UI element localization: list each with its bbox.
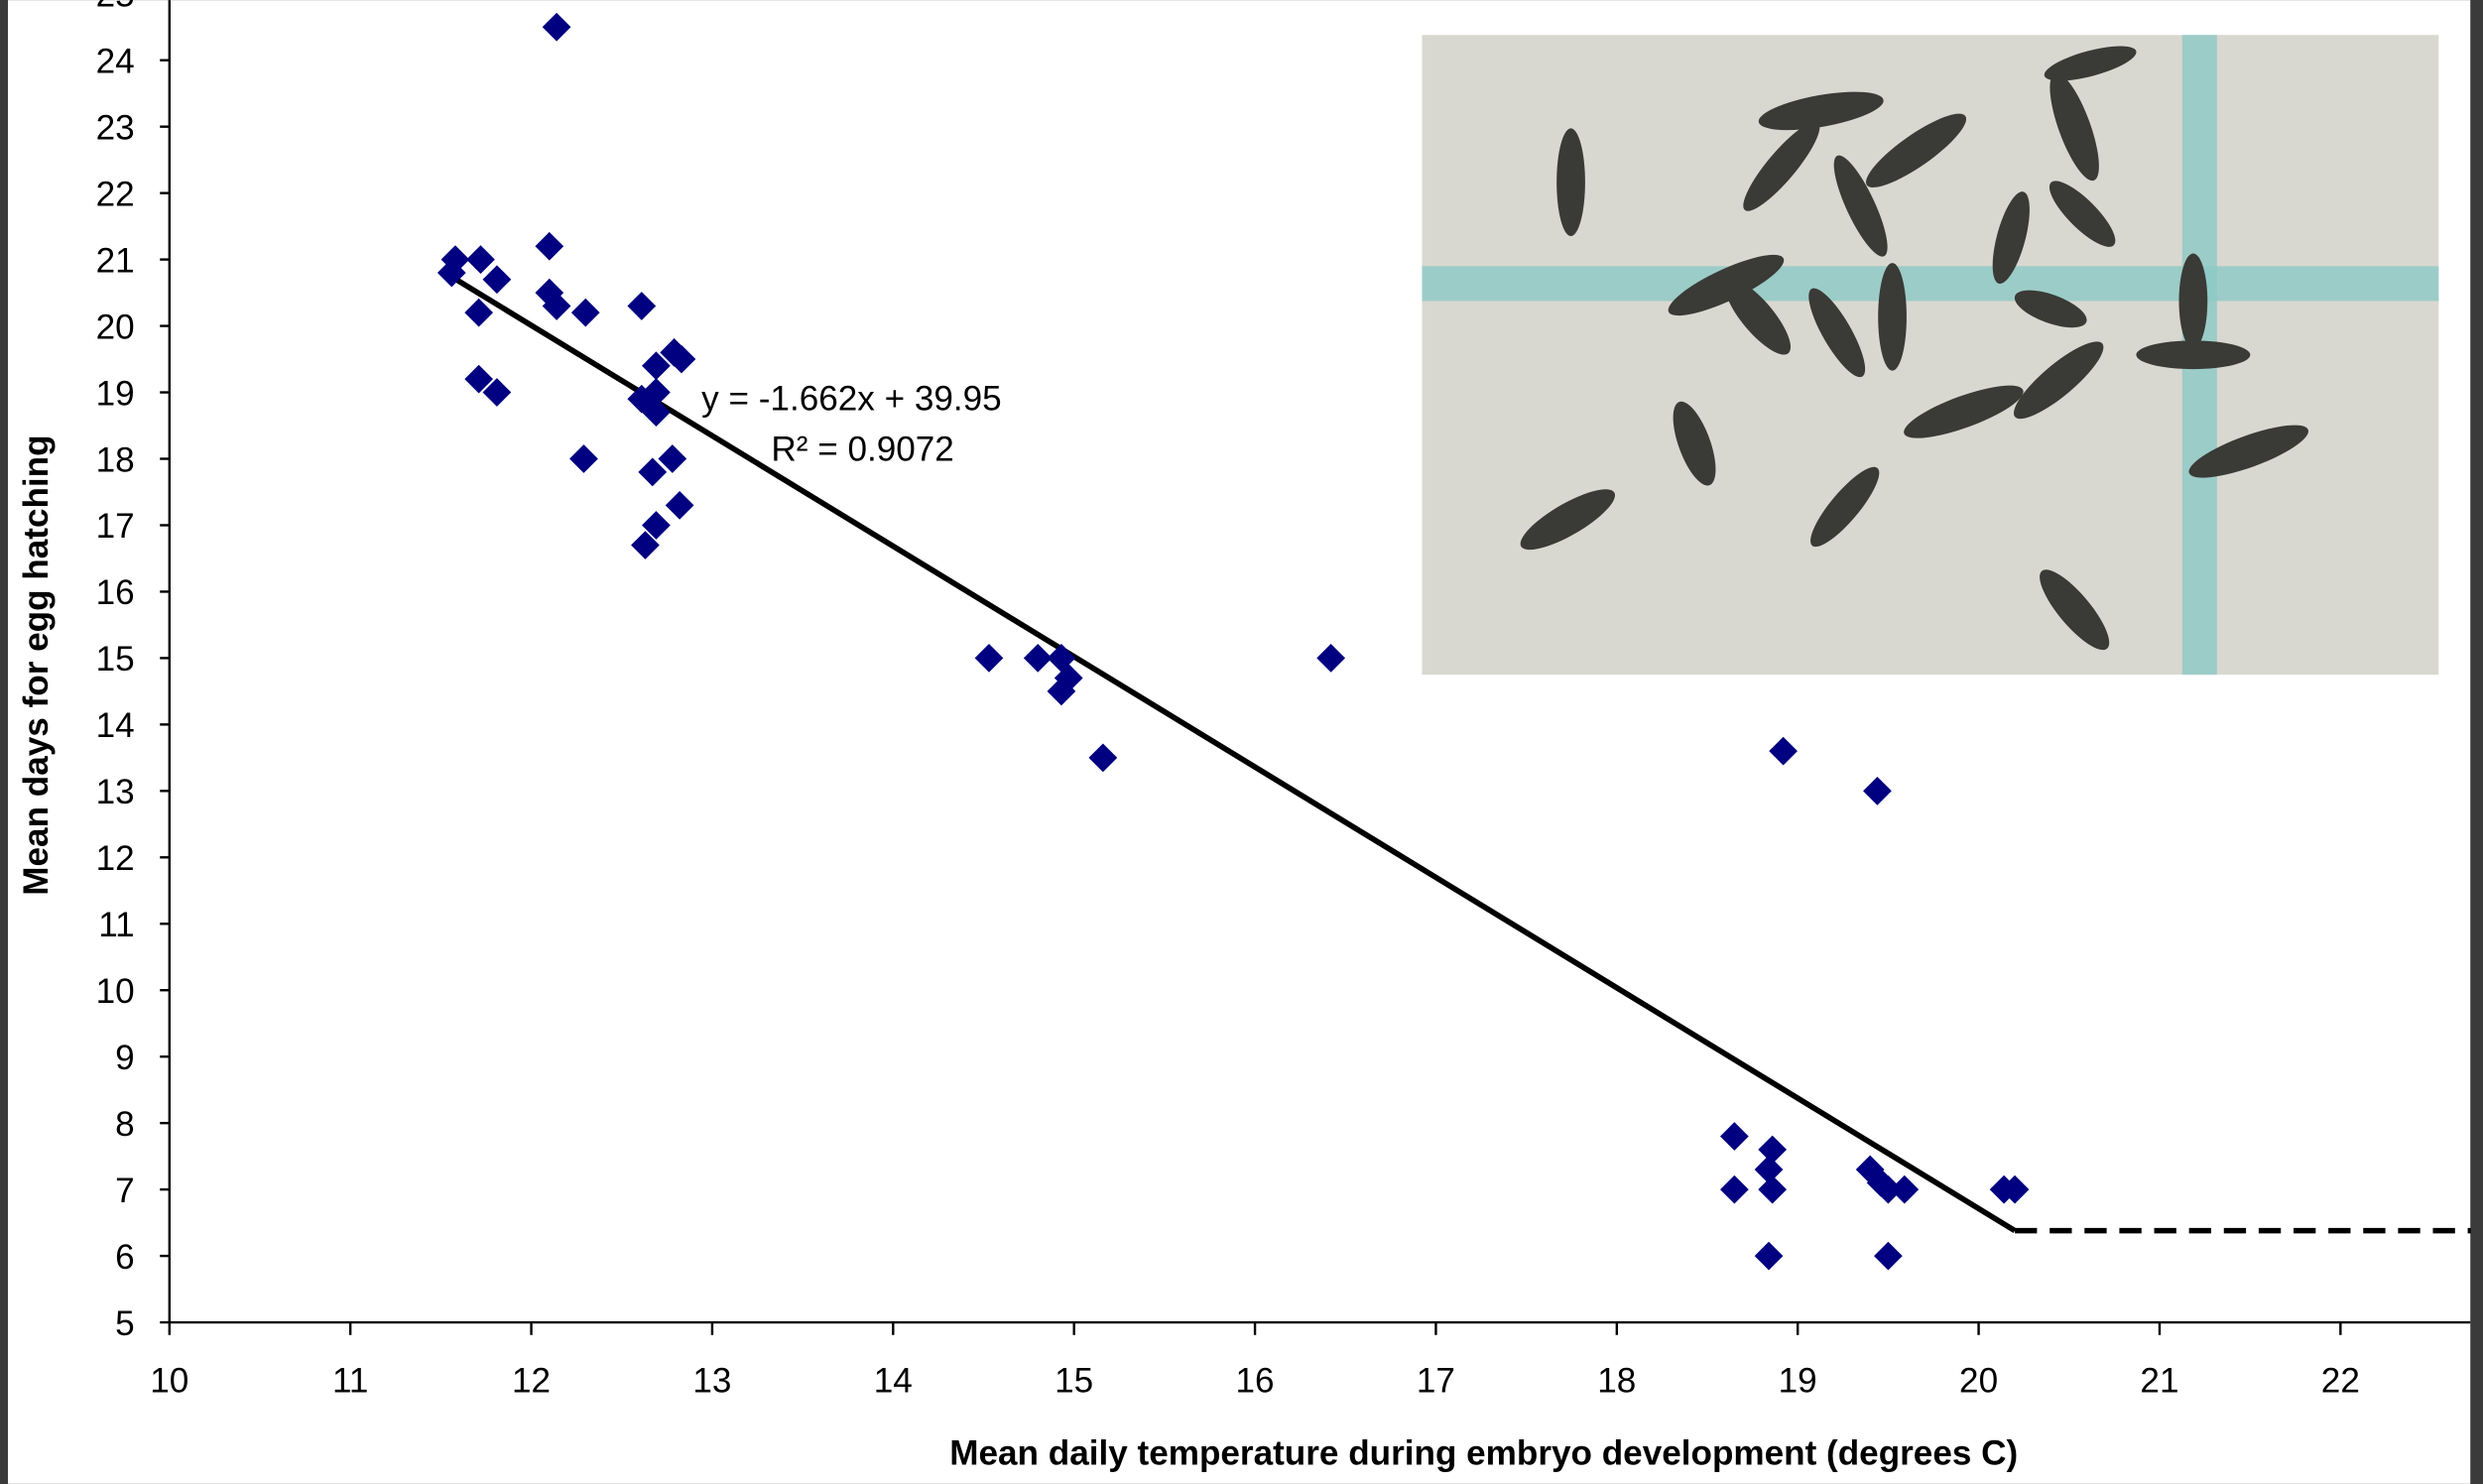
photo-inset <box>1422 35 2439 676</box>
y-tick-label: 5 <box>115 1304 135 1343</box>
y-tick-label: 11 <box>98 906 134 944</box>
y-tick-label: 10 <box>96 972 135 1011</box>
y-tick-label: 17 <box>96 507 135 546</box>
data-point <box>1758 1175 1788 1204</box>
data-point <box>658 444 687 473</box>
y-axis-label: Mean days for egg hatching <box>17 434 56 895</box>
x-tick-label: 18 <box>1597 1361 1636 1400</box>
y-tick-label: 22 <box>96 175 135 213</box>
x-axis-label: Mean daily temperature during embryo dev… <box>949 1434 2018 1473</box>
annotation: y = -1.662x + 39.95 <box>701 380 1002 419</box>
y-tick-label: 21 <box>96 241 135 280</box>
x-tick-label: 15 <box>1055 1361 1093 1400</box>
data-point <box>1758 1135 1788 1165</box>
data-point <box>1720 1175 1749 1204</box>
y-tick-label: 14 <box>96 706 135 745</box>
x-tick-label: 12 <box>512 1361 551 1400</box>
y-tick-label: 6 <box>115 1238 135 1277</box>
data-point <box>2000 1175 2030 1204</box>
data-point <box>482 265 512 295</box>
y-tick-label: 13 <box>96 773 135 811</box>
x-tick-label: 14 <box>874 1361 913 1400</box>
data-point <box>627 292 657 320</box>
data-point <box>1720 1122 1749 1151</box>
x-tick-label: 22 <box>2321 1361 2360 1400</box>
data-point <box>1754 1155 1784 1184</box>
data-point <box>1754 1241 1784 1271</box>
data-point <box>1316 644 1346 673</box>
y-tick-label: 20 <box>96 308 135 346</box>
x-tick-label: 20 <box>1959 1361 1998 1400</box>
data-point <box>1874 1241 1903 1271</box>
data-point <box>464 364 494 394</box>
data-point <box>1863 776 1892 805</box>
x-tick-label: 17 <box>1417 1361 1455 1400</box>
data-point <box>638 457 668 487</box>
x-tick-label: 10 <box>150 1361 188 1400</box>
trendline <box>449 274 2017 1234</box>
data-point <box>974 644 1004 673</box>
y-tick-label: 7 <box>115 1172 135 1210</box>
data-point <box>1088 743 1118 773</box>
data-point <box>1890 1175 1920 1204</box>
y-tick-label: 23 <box>96 108 135 147</box>
x-tick-label: 16 <box>1236 1361 1275 1400</box>
y-tick-label: 9 <box>115 1039 135 1077</box>
y-tick-label: 16 <box>96 573 135 612</box>
x-tick-label: 13 <box>692 1361 731 1400</box>
x-tick-label: 11 <box>332 1361 368 1400</box>
annotation: R² = 0.9072 <box>771 431 953 469</box>
data-point <box>482 378 512 407</box>
y-tick-label: 18 <box>96 440 135 479</box>
data-point <box>466 245 495 274</box>
y-tick-label: 25 <box>96 0 135 15</box>
data-point <box>1023 644 1053 673</box>
y-tick-label: 12 <box>96 839 135 878</box>
y-tick-label: 15 <box>96 640 135 679</box>
y-tick-label: 24 <box>96 42 135 80</box>
x-tick-label: 21 <box>2140 1361 2178 1400</box>
y-tick-label: 8 <box>115 1105 135 1144</box>
data-point <box>665 491 694 520</box>
data-point <box>1874 1175 1903 1204</box>
x-tick-label: 19 <box>1779 1361 1817 1400</box>
y-tick-label: 19 <box>96 374 135 413</box>
